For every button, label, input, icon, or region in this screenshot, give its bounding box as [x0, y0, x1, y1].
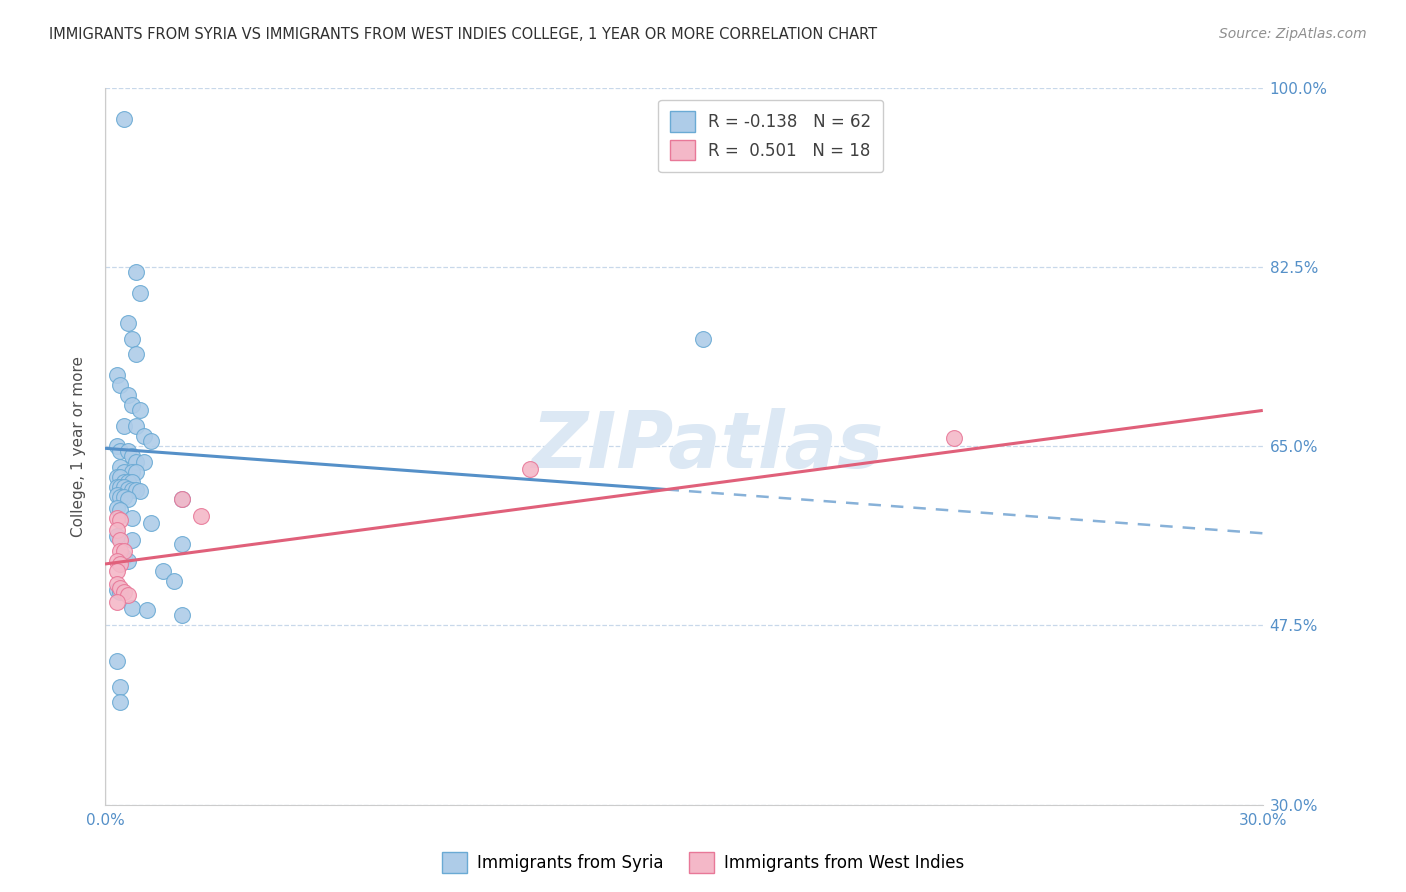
Point [105, 523, 128, 537]
Point [112, 465, 135, 479]
Point [121, 450, 143, 464]
Point [110, 695, 132, 709]
Point [105, 595, 128, 609]
Point [112, 491, 135, 505]
Text: IMMIGRANTS FROM SYRIA VS IMMIGRANTS FROM WEST INDIES COLLEGE, 1 YEAR OR MORE COR: IMMIGRANTS FROM SYRIA VS IMMIGRANTS FROM… [49, 27, 877, 42]
Point [110, 491, 132, 505]
Point [121, 483, 143, 498]
Point [112, 475, 135, 489]
Point [112, 112, 135, 126]
Point [128, 285, 150, 300]
Point [125, 265, 148, 279]
Point [125, 465, 148, 479]
Point [105, 564, 128, 578]
Point [117, 588, 139, 602]
Point [105, 470, 128, 484]
Point [105, 439, 128, 453]
Point [117, 444, 139, 458]
Point [128, 403, 150, 417]
Point [121, 332, 143, 346]
Point [110, 502, 132, 516]
Point [105, 511, 128, 525]
Point [105, 577, 128, 591]
Point [121, 398, 143, 412]
Point [105, 368, 128, 382]
Point [110, 680, 132, 694]
Point [110, 470, 132, 484]
Legend: R = -0.138   N = 62, R =  0.501   N = 18: R = -0.138 N = 62, R = 0.501 N = 18 [658, 100, 883, 172]
Point [121, 533, 143, 548]
Point [110, 444, 132, 458]
Point [110, 480, 132, 494]
Point [110, 533, 132, 548]
Point [121, 475, 143, 489]
Point [172, 536, 194, 550]
Point [105, 554, 128, 568]
Point [112, 584, 135, 599]
Point [132, 429, 155, 443]
Point [121, 511, 143, 525]
Point [112, 543, 135, 558]
Point [692, 332, 714, 346]
Point [117, 388, 139, 402]
Point [110, 459, 132, 474]
Legend: Immigrants from Syria, Immigrants from West Indies: Immigrants from Syria, Immigrants from W… [436, 846, 970, 880]
Point [125, 347, 148, 361]
Point [190, 508, 212, 523]
Point [117, 317, 139, 331]
Point [121, 601, 143, 615]
Point [163, 574, 186, 589]
Point [172, 608, 194, 623]
Point [110, 513, 132, 527]
Point [128, 484, 150, 499]
Point [172, 492, 194, 507]
Point [152, 564, 174, 578]
Point [117, 475, 139, 489]
Point [117, 492, 139, 507]
Point [105, 488, 128, 502]
Text: ZIPatlas: ZIPatlas [531, 409, 883, 484]
Text: Source: ZipAtlas.com: Source: ZipAtlas.com [1219, 27, 1367, 41]
Point [141, 516, 163, 530]
Point [110, 377, 132, 392]
Point [110, 543, 132, 558]
Point [112, 480, 135, 494]
Point [105, 500, 128, 515]
Point [125, 455, 148, 469]
Point [112, 549, 135, 564]
Point [117, 482, 139, 496]
Point [172, 492, 194, 507]
Point [112, 418, 135, 433]
Point [110, 584, 132, 599]
Point [110, 581, 132, 595]
Point [125, 418, 148, 433]
Point [105, 654, 128, 668]
Point [121, 465, 143, 479]
Point [132, 455, 155, 469]
Point [105, 582, 128, 597]
Point [125, 483, 148, 498]
Point [943, 431, 966, 445]
Point [519, 462, 541, 476]
Point [105, 480, 128, 494]
Point [110, 557, 132, 571]
Point [136, 603, 159, 617]
Point [105, 529, 128, 543]
Point [117, 554, 139, 568]
Y-axis label: College, 1 year or more: College, 1 year or more [72, 356, 86, 537]
Point [141, 434, 163, 449]
